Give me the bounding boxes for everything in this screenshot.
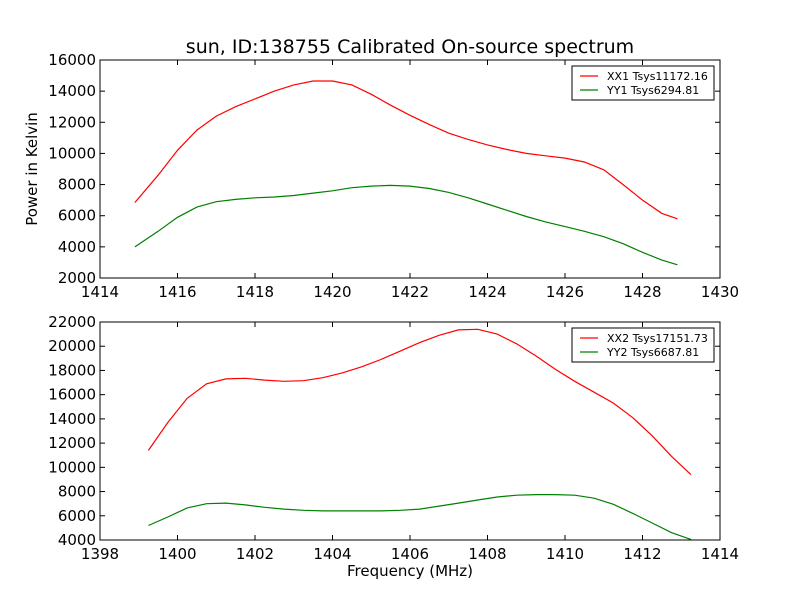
y-tick-label: 2000 — [58, 269, 96, 287]
legend-label: YY2 Tsys6687.81 — [606, 346, 699, 359]
y-tick-label: 6000 — [58, 507, 96, 525]
x-axis-label: Frequency (MHz) — [347, 562, 473, 580]
legend-box — [571, 327, 715, 363]
y-tick-label: 12000 — [48, 434, 96, 452]
y-tick-label: 4000 — [58, 531, 96, 549]
x-tick-label: 1422 — [391, 283, 429, 301]
legend-label: YY1 Tsys6294.81 — [606, 84, 699, 97]
y-tick-label: 14000 — [48, 82, 96, 100]
series-line-1-1 — [134, 80, 678, 220]
y-tick-label: 14000 — [48, 410, 96, 428]
y-tick-label: 6000 — [58, 207, 96, 225]
y-tick-label: 10000 — [48, 458, 96, 476]
y-tick-label: 4000 — [58, 238, 96, 256]
y-tick-label: 10000 — [48, 144, 96, 162]
y-tick-label: 22000 — [48, 313, 96, 331]
legend-label: XX1 Tsys11172.16 — [607, 70, 708, 83]
legend-box — [571, 65, 715, 101]
x-tick-label: 1404 — [313, 545, 351, 563]
x-tick-label: 1418 — [236, 283, 274, 301]
y-tick-label: 8000 — [58, 176, 96, 194]
y-axis-label: Power in Kelvin — [23, 112, 41, 226]
figure-title: sun, ID:138755 Calibrated On-source spec… — [186, 36, 634, 58]
y-tick-label: 16000 — [48, 386, 96, 404]
bottom-spectrum-panel: 1398 1400 1402 1404 1406 1408 1410 1412 1414 4000… — [48, 313, 739, 563]
x-tick-label: 1420 — [313, 283, 351, 301]
y-tick-label: 20000 — [48, 337, 96, 355]
x-tick-label: 1398 — [81, 545, 119, 563]
x-tick-label: 1406 — [391, 545, 429, 563]
x-tick-label: 1414 — [701, 545, 739, 563]
series-line-2-2 — [148, 494, 692, 540]
x-tick-label: 1414 — [81, 283, 119, 301]
series-line-2-1 — [147, 328, 692, 476]
top-spectrum-panel: 1414 1416 1418 1420 1422 1424 1426 1428 1430 2000… — [48, 51, 739, 301]
x-tick-label: 1428 — [623, 283, 661, 301]
y-tick-label: 16000 — [48, 51, 96, 69]
x-tick-label: 1416 — [158, 283, 196, 301]
x-tick-label: 1400 — [158, 545, 196, 563]
y-tick-label: 18000 — [48, 361, 96, 379]
y-tick-label: 8000 — [58, 483, 96, 501]
x-tick-label: 1424 — [468, 283, 506, 301]
legend-label: XX2 Tsys17151.73 — [607, 332, 708, 345]
y-tick-label: 12000 — [48, 113, 96, 131]
x-tick-label: 1410 — [546, 545, 584, 563]
x-tick-label: 1430 — [701, 283, 739, 301]
series-line-1-2 — [134, 184, 678, 266]
x-tick-label: 1426 — [546, 283, 584, 301]
x-tick-label: 1408 — [468, 545, 506, 563]
x-tick-label: 1412 — [623, 545, 661, 563]
x-tick-label: 1402 — [236, 545, 274, 563]
